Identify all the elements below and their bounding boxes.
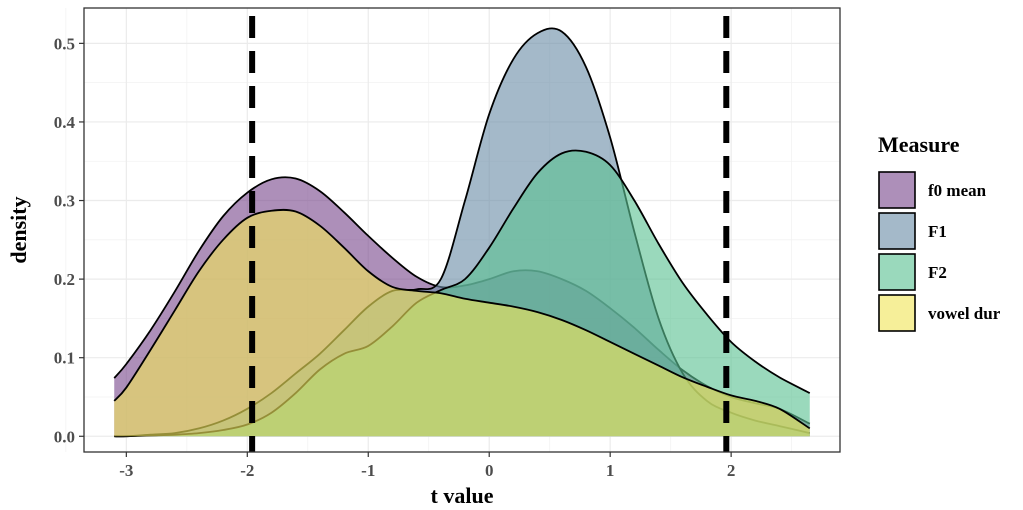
legend: Measure f0 mean F1 F2 vowel dur xyxy=(878,132,1001,332)
density-area-vowel-dur xyxy=(114,209,810,437)
legend-key-f1 xyxy=(878,212,916,250)
legend-label-f1: F1 xyxy=(928,222,947,241)
y-tick-label: 0.2 xyxy=(54,270,75,289)
y-axis-title: density xyxy=(6,196,31,263)
legend-label-vowel-dur: vowel dur xyxy=(928,304,1001,323)
y-tick-label: 0.1 xyxy=(54,349,75,368)
legend-label-f2: F2 xyxy=(928,263,947,282)
density-line-vowel-dur xyxy=(113,208,811,430)
x-axis-ticks: -3 -2 -1 0 1 2 xyxy=(119,452,735,480)
x-axis-title: t value xyxy=(431,483,494,508)
legend-title: Measure xyxy=(878,132,960,157)
x-tick-label: -1 xyxy=(361,461,375,480)
y-tick-label: 0.4 xyxy=(54,113,76,132)
y-tick-label: 0.0 xyxy=(54,427,75,446)
legend-key-f0-mean xyxy=(878,171,916,209)
x-tick-label: -2 xyxy=(240,461,254,480)
x-tick-label: 2 xyxy=(727,461,736,480)
x-tick-label: -3 xyxy=(119,461,133,480)
y-tick-label: 0.5 xyxy=(54,34,75,53)
y-tick-label: 0.3 xyxy=(54,192,75,211)
y-axis-ticks: 0.0 0.1 0.2 0.3 0.4 0.5 xyxy=(54,34,84,446)
legend-key-vowel-dur xyxy=(878,294,916,332)
reference-lines xyxy=(249,16,730,452)
legend-label-f0-mean: f0 mean xyxy=(928,181,987,200)
x-tick-label: 0 xyxy=(485,461,494,480)
density-areas xyxy=(113,27,811,438)
plot-panel-border xyxy=(83,7,841,453)
x-tick-label: 1 xyxy=(606,461,615,480)
legend-key-f2 xyxy=(878,253,916,291)
